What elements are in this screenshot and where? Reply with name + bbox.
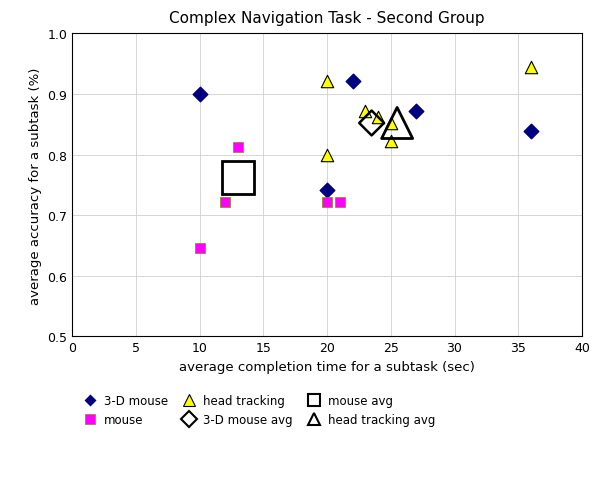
Point bbox=[322, 199, 332, 206]
Point bbox=[194, 91, 204, 99]
Y-axis label: average accuracy for a subtask (%): average accuracy for a subtask (%) bbox=[29, 67, 41, 304]
Point bbox=[373, 114, 383, 122]
Point bbox=[322, 186, 332, 194]
Point bbox=[526, 128, 536, 136]
Point bbox=[322, 78, 332, 86]
Point bbox=[386, 120, 395, 128]
Title: Complex Navigation Task - Second Group: Complex Navigation Task - Second Group bbox=[169, 11, 485, 26]
Point bbox=[194, 245, 204, 253]
Point bbox=[335, 199, 344, 206]
X-axis label: average completion time for a subtask (sec): average completion time for a subtask (s… bbox=[179, 360, 475, 373]
Point bbox=[220, 199, 230, 206]
Point bbox=[322, 151, 332, 159]
Point bbox=[367, 120, 376, 128]
Bar bbox=[222, 162, 254, 195]
Point bbox=[361, 108, 370, 116]
Point bbox=[412, 108, 421, 116]
Point bbox=[386, 138, 395, 146]
Point bbox=[348, 78, 358, 86]
Legend: 3-D mouse, mouse, head tracking, 3-D mouse avg, mouse avg, head tracking avg: 3-D mouse, mouse, head tracking, 3-D mou… bbox=[78, 394, 436, 426]
Point bbox=[392, 120, 402, 128]
Point bbox=[526, 63, 536, 71]
Point bbox=[233, 144, 242, 152]
